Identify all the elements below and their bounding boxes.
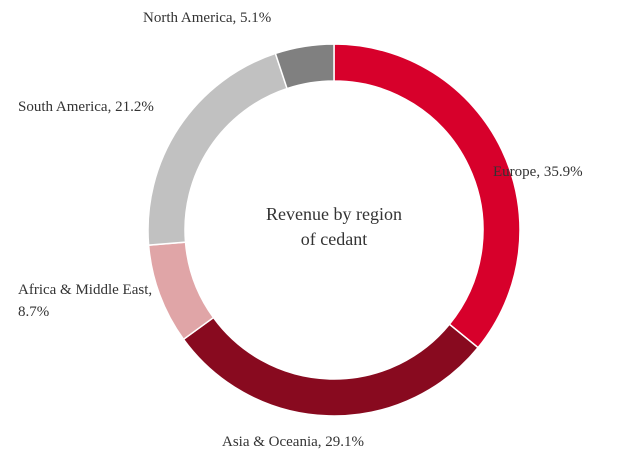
- slice-label: Europe, 35.9%: [493, 164, 583, 180]
- slice-label: South America, 21.2%: [18, 99, 154, 115]
- slice-label: North America, 5.1%: [143, 10, 272, 26]
- chart-title: Revenue by region of cedant: [266, 204, 402, 249]
- donut-slice: [182, 316, 480, 417]
- slice-label: Africa & Middle East, 8.7%: [18, 282, 153, 320]
- donut-slice: [274, 43, 335, 90]
- slice-label: Asia & Oceania, 29.1%: [222, 434, 365, 450]
- donut-slice: [147, 241, 215, 341]
- donut-slice: [333, 43, 521, 349]
